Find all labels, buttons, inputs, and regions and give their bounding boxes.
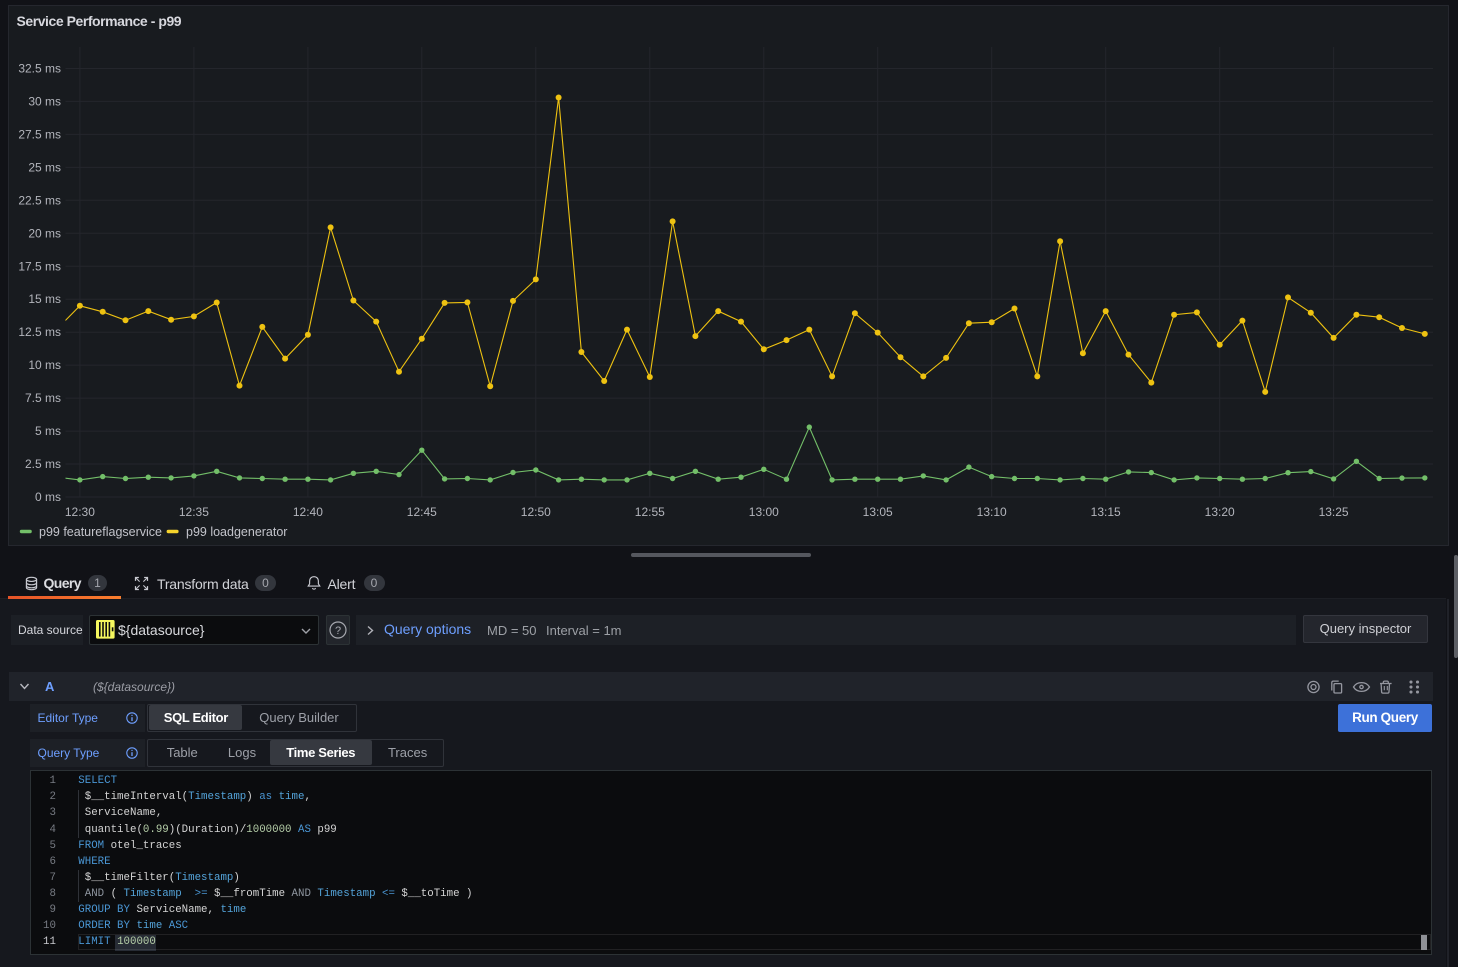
svg-text:13:20: 13:20 [1205,505,1235,519]
svg-text:7.5 ms: 7.5 ms [25,391,61,405]
svg-text:15 ms: 15 ms [28,292,61,306]
svg-text:12:45: 12:45 [407,505,437,519]
svg-text:13:25: 13:25 [1319,505,1349,519]
svg-text:17.5 ms: 17.5 ms [18,259,61,273]
svg-text:13:10: 13:10 [977,505,1007,519]
svg-text:13:05: 13:05 [863,505,893,519]
svg-text:5 ms: 5 ms [35,424,61,438]
svg-text:12:55: 12:55 [635,505,665,519]
svg-text:20 ms: 20 ms [28,226,61,240]
svg-text:30 ms: 30 ms [28,94,61,108]
svg-text:32.5 ms: 32.5 ms [18,62,61,76]
svg-text:12:50: 12:50 [521,505,551,519]
svg-text:13:15: 13:15 [1091,505,1121,519]
svg-text:?: ? [335,625,341,637]
svg-text:12:30: 12:30 [65,505,95,519]
svg-text:22.5 ms: 22.5 ms [18,193,61,207]
svg-text:10 ms: 10 ms [28,358,61,372]
svg-text:12:35: 12:35 [179,505,209,519]
svg-text:13:00: 13:00 [749,505,779,519]
svg-text:p99 featureflagservice: p99 featureflagservice [39,525,162,539]
svg-text:27.5 ms: 27.5 ms [18,127,61,141]
svg-text:2.5 ms: 2.5 ms [25,457,61,471]
svg-text:0 ms: 0 ms [35,490,61,504]
svg-text:25 ms: 25 ms [28,160,61,174]
svg-text:12:40: 12:40 [293,505,323,519]
svg-text:12.5 ms: 12.5 ms [18,325,61,339]
svg-text:p99 loadgenerator: p99 loadgenerator [186,525,287,539]
